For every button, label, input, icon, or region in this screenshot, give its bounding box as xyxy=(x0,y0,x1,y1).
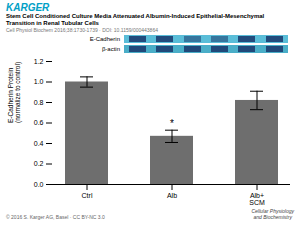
svg-text:0.0: 0.0 xyxy=(34,181,44,188)
svg-text:1.2: 1.2 xyxy=(34,58,44,65)
svg-text:Alb: Alb xyxy=(167,192,177,199)
html-text:Cellular Physiology and Bioche: Cellular Physiology and Biochemistry xyxy=(251,208,294,220)
svg-text:1.0: 1.0 xyxy=(34,78,44,85)
html-text:β-actin: β-actin xyxy=(101,45,120,52)
svg-text:*: * xyxy=(170,118,174,129)
svg-text:0.8: 0.8 xyxy=(34,99,44,106)
svg-text:0.6: 0.6 xyxy=(34,119,44,126)
html-text:E-Cadherin: E-Cadherin xyxy=(89,35,120,42)
svg-text:Alb+SCM: Alb+SCM xyxy=(249,192,265,206)
html-text:Stem Cell Conditioned Culture: Stem Cell Conditioned Culture Media Atte… xyxy=(6,13,265,26)
svg-text:E-Cadherin Protein(normalize t: E-Cadherin Protein(normalize to control) xyxy=(7,62,22,123)
html-text:Cell Physiol Biochem 2016;38:1: Cell Physiol Biochem 2016;38:1730-1739 ·… xyxy=(6,27,158,33)
svg-text:0.4: 0.4 xyxy=(34,140,44,147)
svg-text:Ctrl: Ctrl xyxy=(82,192,93,199)
html-text:KARGER: KARGER xyxy=(6,2,50,13)
html-text:© 2016 S. Karger AG, Basel · C: © 2016 S. Karger AG, Basel · CC BY-NC 3.… xyxy=(6,214,105,220)
svg-text:0.2: 0.2 xyxy=(34,160,44,167)
